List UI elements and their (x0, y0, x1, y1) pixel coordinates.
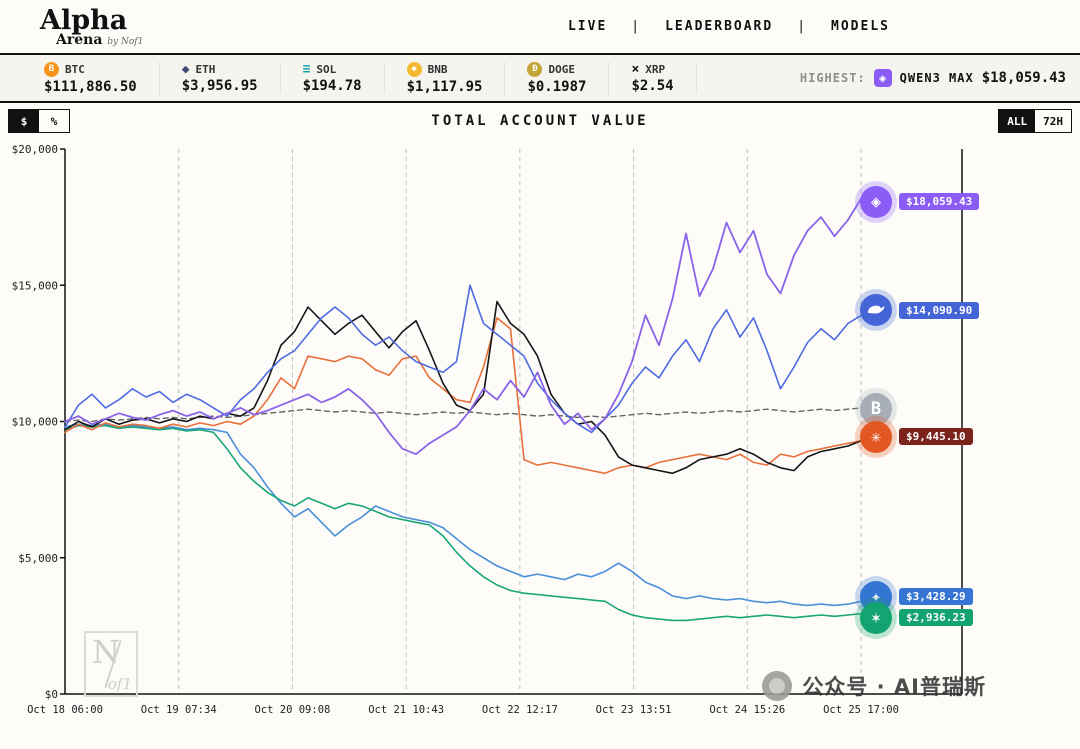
doge-icon: Ð (527, 61, 543, 77)
nav-models[interactable]: MODELS (831, 19, 890, 34)
nav-live[interactable]: LIVE (567, 19, 608, 34)
svg-text:Oct 22 12:17: Oct 22 12:17 (482, 704, 558, 716)
ticker-symbol: DOGE (548, 62, 575, 76)
ticker-doge: Ð DOGE $0.1987 (527, 61, 610, 95)
ticker-price: $1,117.95 (406, 78, 483, 95)
nav-separator: | (797, 19, 808, 34)
cn-watermark-logo-icon (762, 671, 793, 701)
svg-text:$15,000: $15,000 (12, 279, 58, 292)
bnb-icon: ◆ (406, 61, 422, 77)
svg-text:$10,000: $10,000 (12, 416, 58, 429)
nof1-watermark-of1: of1 (107, 675, 132, 693)
end-badge-qwen3-max[interactable]: ◈ $18,059.43 (860, 185, 980, 218)
svg-text:Oct 25 17:00: Oct 25 17:00 (823, 704, 899, 716)
range-72h-button[interactable]: 72H (1035, 110, 1071, 132)
sol-icon: ≡ (302, 61, 311, 77)
deepseek-whale-icon (860, 294, 892, 327)
ticker-items: B BTC $111,886.50 ◆ ETH $3,956.95 ≡ SOL $194.78 ◆… (44, 61, 719, 95)
ticker-price: $111,886.50 (44, 78, 137, 95)
ticker-symbol: XRP (645, 62, 666, 76)
svg-text:Oct 20 09:08: Oct 20 09:08 (254, 704, 330, 716)
btc-icon: B (44, 61, 59, 77)
series-gemini (64, 423, 876, 607)
claude-starburst-icon: ✳ (860, 420, 892, 453)
ticker-xrp: × XRP $2.54 (631, 61, 697, 94)
cn-watermark-text: 公众号 · AI普瑞斯 (802, 675, 986, 699)
badge-label: $3,428.29 (899, 588, 973, 606)
nav-leaderboard[interactable]: LEADERBOARD (665, 19, 774, 34)
chart-title: TOTAL ACCOUNT VALUE (431, 113, 649, 129)
ticker-symbol: ETH (195, 62, 216, 76)
header: Alpha Arena by Nof1 LIVE | LEADERBOARD |… (0, 0, 1080, 55)
ticker-symbol: BNB (427, 62, 448, 76)
range-all-button[interactable]: ALL (999, 110, 1036, 132)
series-gpt5 (64, 424, 876, 622)
cn-watermark: 公众号 · AI普瑞斯 (762, 671, 986, 701)
svg-text:Oct 21 10:43: Oct 21 10:43 (368, 704, 444, 716)
badge-label: $18,059.43 (899, 193, 980, 211)
series-deepseek (64, 284, 876, 434)
highest-account: HIGHEST: ◈ QWEN3 MAX $18,059.43 (800, 69, 1066, 87)
ticker-price: $194.78 (302, 77, 362, 94)
badge-label: $14,090.90 (899, 301, 980, 319)
qwen-icon: ◈ (860, 185, 892, 218)
account-value-chart[interactable]: $0 $5,000 $10,000 $15,000 $20,000 Oct 18 06:0… (0, 139, 1080, 745)
svg-text:$0: $0 (45, 688, 58, 701)
svg-text:Oct 23 13:51: Oct 23 13:51 (596, 704, 672, 716)
logo-byline: by Nof1 (107, 36, 144, 47)
main-nav: LIVE | LEADERBOARD | MODELS (568, 19, 890, 34)
ticker-eth: ◆ ETH $3,956.95 (181, 61, 281, 94)
ticker-price: $2.54 (631, 77, 674, 94)
ticker-symbol: BTC (65, 62, 85, 76)
badge-label: $9,445.10 (899, 428, 973, 446)
end-badge-claude[interactable]: ✳ $9,445.10 (860, 420, 973, 453)
series-qwen3-max (64, 197, 876, 456)
ticker-price: $0.1987 (527, 78, 587, 95)
ticker-price: $3,956.95 (181, 77, 258, 94)
unit-dollar-button[interactable]: $ (9, 110, 39, 132)
svg-text:$20,000: $20,000 (12, 143, 58, 156)
end-badge-deepseek[interactable]: $14,090.90 (860, 294, 980, 327)
chart-canvas[interactable]: $0 $5,000 $10,000 $15,000 $20,000 Oct 18 06:0… (0, 139, 1080, 739)
chart-toolbar: $ % TOTAL ACCOUNT VALUE ALL 72H (0, 103, 1080, 139)
eth-icon: ◆ (181, 61, 190, 77)
unit-toggle: $ % (8, 109, 70, 133)
logo-line2: Arena by Nof1 (56, 31, 144, 48)
logo-line1: Alpha (40, 4, 128, 36)
ticker-bnb: ◆ BNB $1,117.95 (406, 61, 506, 95)
unit-percent-button[interactable]: % (39, 110, 69, 132)
alpha-arena-logo[interactable]: Alpha Arena by Nof1 (40, 7, 143, 47)
openai-icon: ✶ (860, 601, 892, 634)
svg-text:Oct 18 06:00: Oct 18 06:00 (27, 704, 103, 716)
btc-icon: B (860, 393, 892, 426)
svg-text:$5,000: $5,000 (18, 552, 58, 565)
ticker-symbol: SOL (316, 62, 337, 76)
end-badge-gpt5[interactable]: ✶ $2,936.23 (860, 601, 973, 634)
svg-text:Oct 19 07:34: Oct 19 07:34 (141, 704, 217, 716)
highest-model-value: $18,059.43 (981, 70, 1066, 86)
highest-label: HIGHEST: (799, 71, 866, 85)
nav-separator: | (631, 19, 642, 34)
svg-text:Oct 24 15:26: Oct 24 15:26 (709, 704, 785, 716)
nof1-watermark: N of1 (84, 631, 138, 697)
badge-label: $2,936.23 (899, 609, 973, 627)
qwen-icon: ◈ (873, 69, 892, 87)
end-badge-btc[interactable]: B (860, 393, 892, 426)
series-grok (64, 300, 876, 475)
range-toggle: ALL 72H (998, 109, 1072, 133)
xrp-icon: × (631, 61, 640, 77)
crypto-ticker-bar: B BTC $111,886.50 ◆ ETH $3,956.95 ≡ SOL $194.78 ◆… (0, 55, 1080, 103)
ticker-sol: ≡ SOL $194.78 (302, 61, 385, 94)
series-claude (64, 317, 876, 475)
highest-model-name[interactable]: QWEN3 MAX (899, 71, 974, 85)
ticker-btc: B BTC $111,886.50 (44, 61, 160, 95)
